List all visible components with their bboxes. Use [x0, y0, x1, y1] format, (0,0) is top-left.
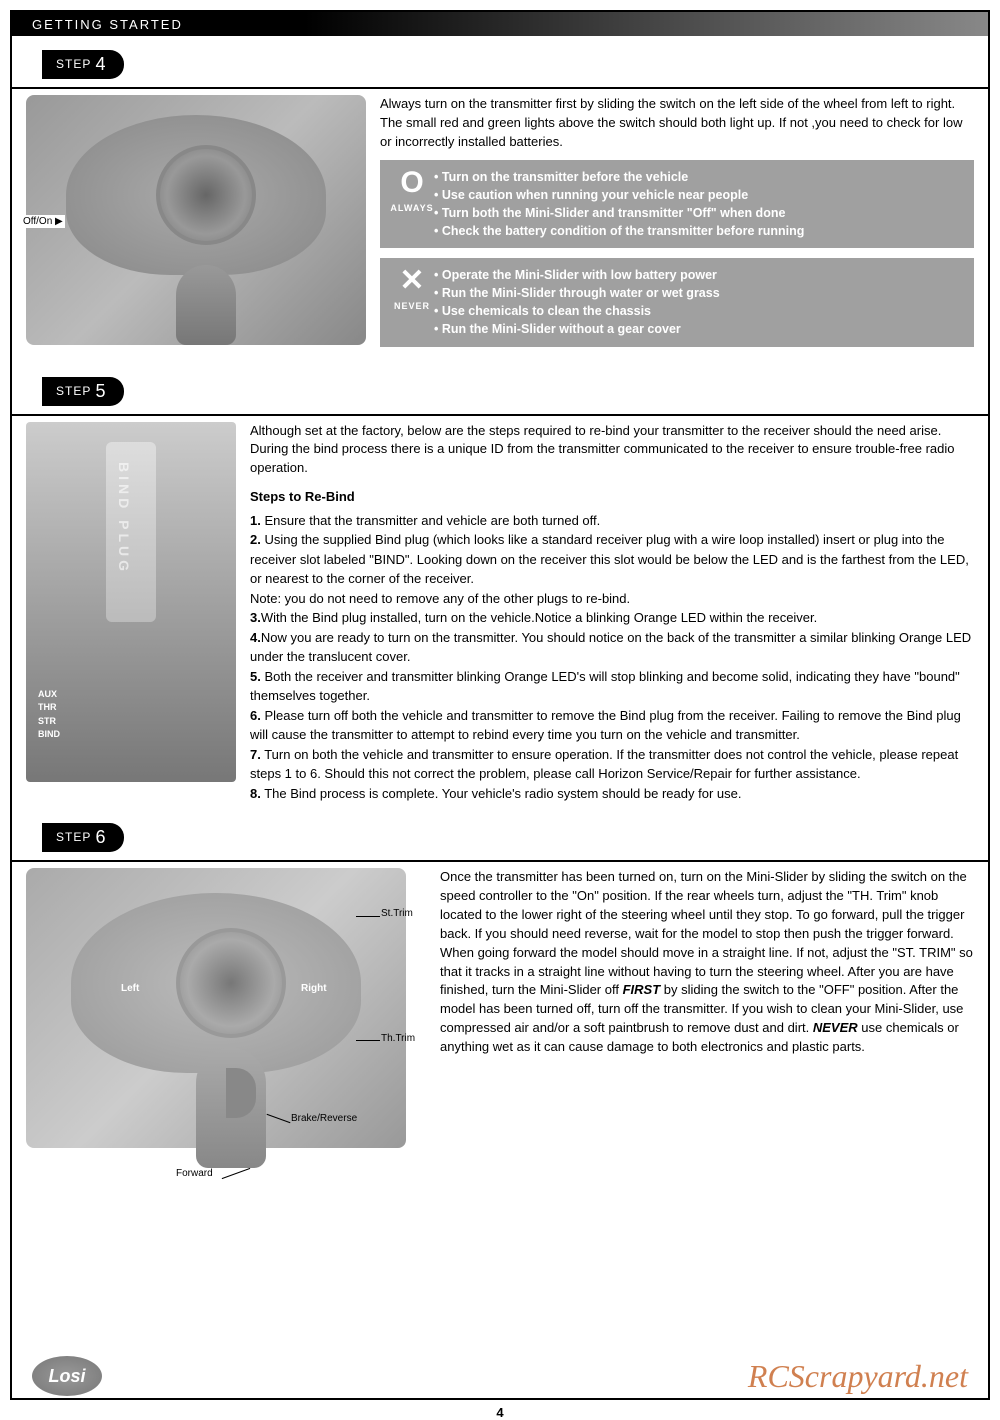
never-list: Operate the Mini-Slider with low battery… [434, 266, 720, 339]
step-number: 5 [95, 381, 106, 401]
never-item: Run the Mini-Slider without a gear cover [434, 320, 720, 338]
step-label: STEP [56, 830, 91, 844]
step5-image: BIND PLUG AUX THR STR BIND [26, 422, 236, 804]
never-item: Operate the Mini-Slider with low battery… [434, 266, 720, 284]
step6-content: Once the transmitter has been turned on,… [440, 868, 974, 1208]
page-number: 4 [496, 1405, 503, 1420]
anno-thtrim: Th.Trim [381, 1033, 415, 1044]
step-label: STEP [56, 384, 91, 398]
step6-tab: STEP 6 [42, 823, 124, 852]
always-item: Use caution when running your vehicle ne… [434, 186, 804, 204]
step-number: 6 [95, 827, 106, 847]
footer: Losi RCScrapyard.net [12, 1352, 988, 1398]
anno-left: Left [121, 983, 139, 994]
step4-content: Always turn on the transmitter first by … [380, 95, 974, 357]
rebind-steps: 1. Ensure that the transmitter and vehic… [250, 511, 974, 804]
always-item: Check the battery condition of the trans… [434, 222, 804, 240]
never-callout: ✕ NEVER Operate the Mini-Slider with low… [380, 258, 974, 347]
never-item: Use chemicals to clean the chassis [434, 302, 720, 320]
header-title: GETTING STARTED [32, 17, 183, 32]
page-container: GETTING STARTED STEP 4 Off/On ▶ Always t… [10, 10, 990, 1400]
anno-right: Right [301, 983, 327, 994]
always-icon: O ALWAYS [390, 168, 434, 216]
never-item: Run the Mini-Slider through water or wet… [434, 284, 720, 302]
step5-tab: STEP 5 [42, 377, 124, 406]
step5-section: BIND PLUG AUX THR STR BIND Although set … [12, 416, 988, 810]
step6-illustration: St.Trim Th.Trim Left Right Forward Brake… [26, 868, 426, 1208]
off-on-label: Off/On ▶ [21, 215, 65, 228]
anno-brake: Brake/Reverse [291, 1113, 357, 1124]
step4-section: Off/On ▶ Always turn on the transmitter … [12, 89, 988, 363]
always-item: Turn both the Mini-Slider and transmitte… [434, 204, 804, 222]
rebind-title: Steps to Re-Bind [250, 488, 974, 507]
step5-intro: Although set at the factory, below are t… [250, 422, 974, 479]
header-bar: GETTING STARTED [12, 12, 988, 36]
watermark: RCScrapyard.net [748, 1358, 968, 1395]
step-label: STEP [56, 57, 91, 71]
step4-tab: STEP 4 [42, 50, 124, 79]
losi-logo: Losi [32, 1356, 102, 1396]
step4-intro: Always turn on the transmitter first by … [380, 95, 974, 152]
never-icon: ✕ NEVER [390, 266, 434, 314]
anno-sttrim: St.Trim [381, 908, 413, 919]
always-list: Turn on the transmitter before the vehic… [434, 168, 804, 241]
step5-content: Although set at the factory, below are t… [250, 422, 974, 804]
step-number: 4 [95, 54, 106, 74]
always-callout: O ALWAYS Turn on the transmitter before … [380, 160, 974, 249]
bind-illustration: BIND PLUG AUX THR STR BIND [26, 422, 236, 782]
step6-section: St.Trim Th.Trim Left Right Forward Brake… [12, 862, 988, 1214]
step4-image: Off/On ▶ [26, 95, 366, 357]
always-item: Turn on the transmitter before the vehic… [434, 168, 804, 186]
transmitter-illustration: Off/On ▶ [26, 95, 366, 345]
bind-plug-text: BIND PLUG [116, 462, 132, 575]
anno-forward: Forward [176, 1168, 213, 1179]
step6-text: Once the transmitter has been turned on,… [440, 868, 974, 1056]
step6-image: St.Trim Th.Trim Left Right Forward Brake… [26, 868, 426, 1208]
bind-port-labels: AUX THR STR BIND [38, 688, 60, 742]
